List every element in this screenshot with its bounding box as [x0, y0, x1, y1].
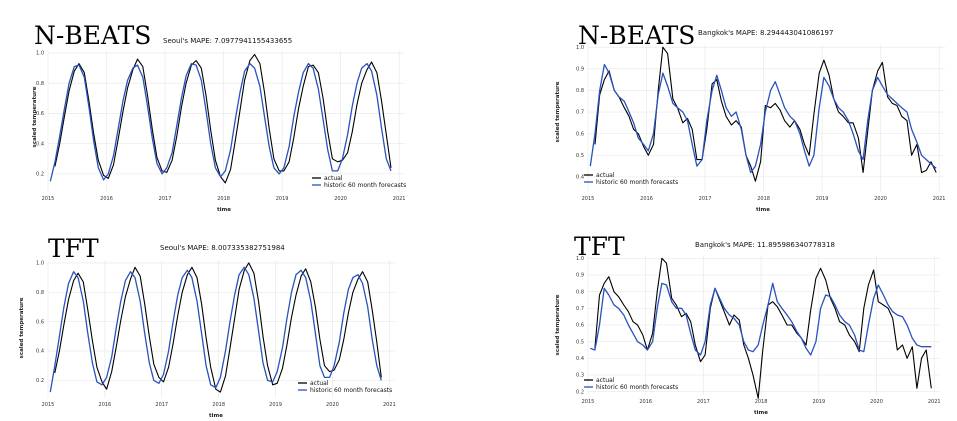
x-tick-label: 2021: [928, 399, 941, 405]
chart-title: Seoul's MAPE: 7.0977941155433655: [163, 37, 292, 45]
y-tick-label: 0.5: [576, 153, 584, 159]
legend-entry: historic 60 month forecasts: [324, 182, 406, 189]
y-tick-label: 0.8: [36, 81, 44, 87]
chart-title: Bangkok's MAPE: 11.895986340778318: [695, 241, 835, 249]
x-tick-label: 2021: [383, 402, 396, 408]
x-tick-label: 2016: [99, 402, 112, 408]
series-line-forecast: [590, 282, 932, 356]
y-tick-label: 0.2: [36, 378, 44, 384]
y-tick-label: 0.8: [576, 88, 584, 94]
x-tick-label: 2021: [933, 196, 946, 202]
legend-entry: historic 60 month forecasts: [596, 384, 678, 391]
series-line-forecast: [589, 63, 937, 174]
y-tick-label: 0.7: [576, 306, 584, 312]
y-axis-label: scaled temperature: [555, 81, 561, 142]
y-tick-label: 0.9: [576, 66, 584, 72]
x-tick-label: 2018: [212, 402, 225, 408]
model-label: TFT: [574, 232, 625, 261]
x-tick-label: 2020: [334, 196, 347, 202]
y-tick-label: 0.8: [576, 289, 584, 295]
y-tick-label: 1.0: [576, 256, 584, 262]
plot-area: 2015 2016 2017 2018 2019 2020 2021 0.4 0.5 0.6 0.7…: [576, 45, 945, 202]
x-tick-label: 2016: [100, 196, 113, 202]
y-axis-label: scaled temperature: [32, 86, 38, 147]
y-tick-label: 0.3: [576, 373, 584, 379]
y-tick-label: 0.4: [576, 356, 584, 362]
plot-area: 2015 2016 2017 2018 2019 2020 2021 0.2 0.3 0.4 0.5…: [576, 255, 941, 405]
series-line-forecast: [49, 266, 382, 393]
y-tick-label: 1.0: [36, 261, 44, 267]
x-tick-label: 2018: [755, 399, 768, 405]
y-tick-label: 0.8: [36, 290, 44, 296]
x-tick-label: 2015: [582, 196, 595, 202]
x-tick-label: 2015: [42, 402, 55, 408]
y-axis-label: scaled temperature: [555, 294, 561, 355]
tft-seoul-chart: TFT Seoul's MAPE: 8.007335382751984 scal…: [19, 234, 396, 419]
x-tick-label: 2020: [870, 399, 883, 405]
series-line-actual: [594, 46, 937, 182]
x-axis-label: time: [754, 410, 768, 416]
y-tick-label: 0.4: [36, 349, 44, 355]
x-tick-label: 2017: [159, 196, 172, 202]
plot-area: 2015 2016 2017 2018 2019 2020 2021 0.2 0.4 0.6 0.8…: [36, 260, 396, 408]
x-tick-label: 2017: [699, 196, 712, 202]
nbeats-seoul-chart: N-BEATS Seoul's MAPE: 7.0977941155433655…: [32, 21, 406, 213]
model-label: N-BEATS: [578, 21, 695, 50]
y-axis-label: scaled temperature: [19, 297, 25, 358]
x-axis-label: time: [217, 207, 231, 213]
y-tick-label: 1.0: [576, 45, 584, 51]
legend-entry: actual: [310, 380, 329, 387]
x-tick-label: 2020: [326, 402, 339, 408]
x-tick-label: 2019: [276, 196, 289, 202]
series-line-actual: [594, 257, 932, 399]
legend-entry: historic 60 month forecasts: [310, 387, 392, 394]
y-tick-label: 0.9: [576, 273, 584, 279]
legend-entry: actual: [596, 172, 615, 179]
y-tick-label: 0.7: [576, 110, 584, 116]
y-tick-label: 0.5: [576, 339, 584, 345]
x-tick-label: 2016: [639, 399, 652, 405]
series-line-actual: [54, 53, 392, 184]
x-tick-label: 2021: [393, 196, 406, 202]
x-tick-label: 2019: [812, 399, 825, 405]
nbeats-bangkok-chart: N-BEATS Bangkok's MAPE: 8.29444304108619…: [555, 21, 946, 213]
x-tick-label: 2019: [269, 402, 282, 408]
series-line-forecast: [49, 62, 392, 182]
model-label: N-BEATS: [34, 21, 151, 50]
x-tick-label: 2017: [697, 399, 710, 405]
chart-title: Bangkok's MAPE: 8.294443041086197: [698, 29, 833, 37]
series-line-actual: [54, 262, 382, 393]
x-tick-label: 2017: [155, 402, 168, 408]
y-tick-label: 0.4: [576, 175, 584, 181]
y-tick-label: 0.6: [36, 319, 44, 325]
x-tick-label: 2018: [217, 196, 230, 202]
legend-entry: actual: [324, 175, 343, 182]
x-tick-label: 2018: [757, 196, 770, 202]
x-tick-label: 2020: [874, 196, 887, 202]
x-tick-label: 2015: [582, 399, 595, 405]
y-tick-label: 0.4: [36, 141, 44, 147]
x-tick-label: 2015: [42, 196, 55, 202]
y-tick-label: 0.6: [576, 131, 584, 137]
legend-entry: actual: [596, 377, 615, 384]
x-tick-label: 2019: [816, 196, 829, 202]
y-tick-label: 0.6: [36, 111, 44, 117]
x-axis-label: time: [209, 413, 223, 419]
y-tick-label: 0.2: [36, 172, 44, 178]
legend-entry: historic 60 month forecasts: [596, 179, 678, 186]
y-tick-label: 1.0: [36, 51, 44, 57]
x-axis-label: time: [756, 207, 770, 213]
model-label: TFT: [48, 234, 99, 263]
y-tick-label: 0.2: [576, 389, 584, 395]
plot-area: 2015 2016 2017 2018 2019 2020 2021 0.2 0.4 0.6 0.8…: [36, 50, 406, 202]
y-tick-label: 0.6: [576, 323, 584, 329]
chart-title: Seoul's MAPE: 8.007335382751984: [160, 244, 285, 252]
x-tick-label: 2016: [640, 196, 653, 202]
tft-bangkok-chart: TFT Bangkok's MAPE: 11.895986340778318 s…: [555, 232, 941, 416]
